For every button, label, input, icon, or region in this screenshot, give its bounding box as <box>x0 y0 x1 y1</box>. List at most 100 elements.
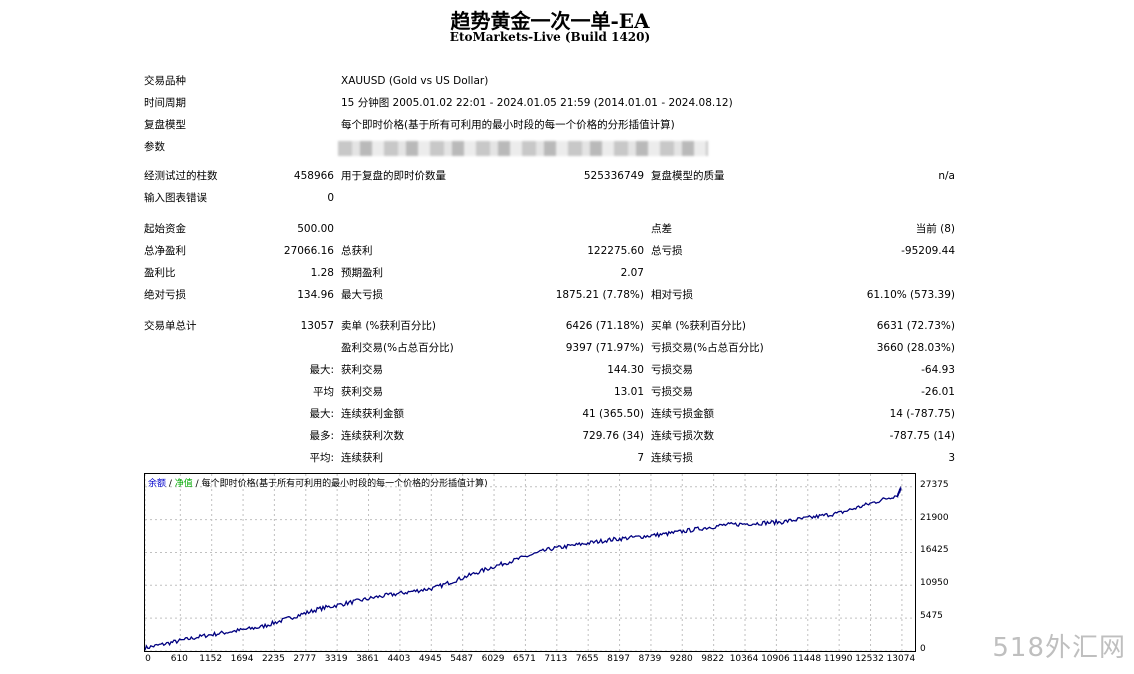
avg-cons-losses-value: 3 <box>948 452 955 464</box>
x-tick-label: 8197 <box>607 654 631 664</box>
y-tick-label: 5475 <box>920 611 943 622</box>
maximal-prefix: 最多: <box>309 430 334 442</box>
ticks-value: 525336749 <box>583 170 644 182</box>
net-profit-value: 27066.16 <box>283 245 334 257</box>
short-trades-label: 卖单 (%获利百分比) <box>341 320 437 332</box>
x-tick-label: 9280 <box>669 654 693 664</box>
abs-dd-label: 绝对亏损 <box>144 289 186 301</box>
spread-label: 点差 <box>651 223 672 235</box>
gross-profit-value: 122275.60 <box>587 245 644 257</box>
watermark: 518外汇网 <box>992 633 1126 663</box>
balance-chart <box>144 473 916 652</box>
x-tick-label: 12532 <box>855 654 884 664</box>
x-tick-label: 610 <box>170 654 188 664</box>
period-value: 15 分钟图 2005.01.02 22:01 - 2024.01.05 21:… <box>341 97 733 109</box>
legend-sep-1: / <box>166 479 175 489</box>
x-tick-label: 7113 <box>544 654 568 664</box>
loss-trades-label: 亏损交易(%占总百分比) <box>651 342 764 354</box>
expected-payoff-value: 2.07 <box>620 267 644 279</box>
abs-dd-value: 134.96 <box>297 289 334 301</box>
x-tick-label: 2235 <box>261 654 285 664</box>
errors-value: 0 <box>327 192 334 204</box>
x-tick-label: 1152 <box>199 654 223 664</box>
avg-cons-wins-label: 连续获利 <box>341 452 383 464</box>
largest-prefix: 最大: <box>309 364 334 376</box>
total-trades-label: 交易单总计 <box>144 320 197 332</box>
deposit-label: 起始资金 <box>144 223 186 235</box>
avg-cons-wins-value: 7 <box>637 452 644 464</box>
y-tick-label: 10950 <box>920 578 949 589</box>
chart-legend: 余额 / 净值 / 每个即时价格(基于所有可利用的最小时段的每一个价格的分形插值… <box>148 476 488 489</box>
maximal-cons-profit-value: 729.76 (34) <box>582 430 644 442</box>
model-label: 复盘模型 <box>144 119 186 131</box>
maximal-cons-profit-label: 连续获利次数 <box>341 430 404 442</box>
largest-profit-label: 获利交易 <box>341 364 383 376</box>
x-tick-label: 2777 <box>293 654 317 664</box>
x-tick-label: 11448 <box>792 654 822 664</box>
maximal-cons-loss-label: 连续亏损次数 <box>651 430 714 442</box>
x-tick-label: 10364 <box>729 654 759 664</box>
period-label: 时间周期 <box>144 97 186 109</box>
avg-loss-label: 亏损交易 <box>651 386 693 398</box>
ticks-label: 用于复盘的即时价数量 <box>341 170 446 182</box>
x-tick-label: 4403 <box>387 654 411 664</box>
profit-factor-label: 盈利比 <box>144 267 176 279</box>
y-tick-label: 27375 <box>920 479 949 490</box>
y-tick-label: 16425 <box>920 545 949 556</box>
params-blurred <box>338 141 708 156</box>
profit-trades-label: 盈利交易(%占总百分比) <box>341 342 454 354</box>
gross-loss-value: -95209.44 <box>901 245 955 257</box>
bars-value: 458966 <box>293 170 334 182</box>
x-tick-label: 8739 <box>638 654 662 664</box>
max-cons-losses-value: 14 (-787.75) <box>889 408 955 420</box>
x-tick-label: 3861 <box>356 654 379 664</box>
max-cons-wins-label: 连续获利金额 <box>341 408 404 420</box>
max-prefix: 最大: <box>309 408 334 420</box>
gross-loss-label: 总亏损 <box>651 245 683 257</box>
x-tick-label: 10906 <box>761 654 790 664</box>
total-trades-value: 13057 <box>300 320 334 332</box>
legend-model: 每个即时价格(基于所有可利用的最小时段的每一个价格的分形插值计算) <box>201 479 488 489</box>
report-title: 趋势黄金一次一单-EA <box>450 9 650 33</box>
avg-profit-label: 获利交易 <box>341 386 383 398</box>
report-subtitle: EtoMarkets-Live (Build 1420) <box>449 30 651 44</box>
x-tick-label: 7655 <box>575 654 599 664</box>
net-profit-label: 总净盈利 <box>144 245 186 257</box>
rel-dd-label: 相对亏损 <box>651 289 693 301</box>
legend-equity: 净值 <box>174 479 193 489</box>
maximal-cons-loss-value: -787.75 (14) <box>889 430 955 442</box>
x-tick-label: 11990 <box>823 654 853 664</box>
legend-balance: 余额 <box>148 479 167 489</box>
avg-loss-value: -26.01 <box>921 386 955 398</box>
largest-loss-value: -64.93 <box>921 364 955 376</box>
x-tick-label: 6029 <box>481 654 505 664</box>
params-label: 参数 <box>144 141 165 153</box>
profit-trades-value: 9397 (71.97%) <box>565 342 644 354</box>
avg-profit-value: 13.01 <box>613 386 644 398</box>
max-cons-wins-value: 41 (365.50) <box>582 408 644 420</box>
x-tick-label: 4945 <box>418 654 442 664</box>
quality-label: 复盘模型的质量 <box>651 170 725 182</box>
avg2-prefix: 平均: <box>309 452 334 464</box>
x-tick-label: 6571 <box>512 654 536 664</box>
average-prefix: 平均 <box>313 386 334 398</box>
x-tick-label: 0 <box>145 654 151 664</box>
x-tick-label: 3319 <box>324 654 348 664</box>
loss-trades-value: 3660 (28.03%) <box>876 342 955 354</box>
balance-chart-svg <box>144 474 915 652</box>
largest-profit-value: 144.30 <box>607 364 644 376</box>
model-value: 每个即时价格(基于所有可利用的最小时段的每一个价格的分形插值计算) <box>341 119 675 131</box>
long-trades-value: 6631 (72.73%) <box>876 320 955 332</box>
x-tick-label: 9822 <box>701 654 725 664</box>
max-cons-losses-label: 连续亏损金额 <box>651 408 714 420</box>
symbol-value: XAUUSD (Gold vs US Dollar) <box>341 75 489 87</box>
errors-label: 输入图表错误 <box>144 192 207 204</box>
long-trades-label: 买单 (%获利百分比) <box>651 320 747 332</box>
x-tick-label: 1694 <box>230 654 254 664</box>
deposit-value: 500.00 <box>297 223 334 235</box>
x-tick-label: 5487 <box>450 654 474 664</box>
profit-factor-value: 1.28 <box>310 267 334 279</box>
gross-profit-label: 总获利 <box>341 245 373 257</box>
rel-dd-value: 61.10% (573.39) <box>866 289 955 301</box>
short-trades-value: 6426 (71.18%) <box>565 320 644 332</box>
